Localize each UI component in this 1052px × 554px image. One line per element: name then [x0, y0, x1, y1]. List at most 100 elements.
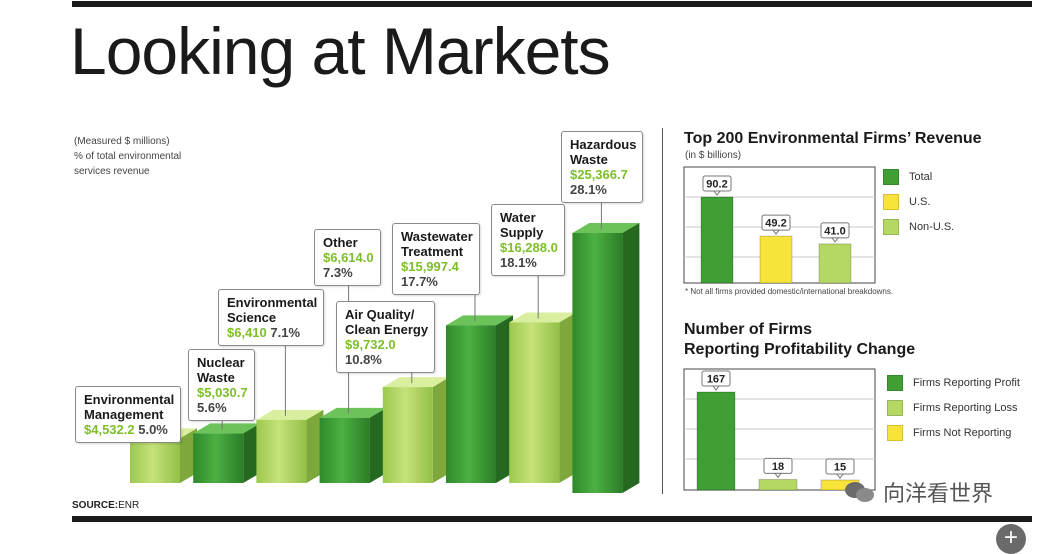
add-button[interactable]: +: [996, 524, 1026, 554]
legend-swatch: [883, 168, 899, 185]
bar: [818, 243, 852, 284]
bar-front: [130, 438, 180, 483]
percent-label: 10.8%: [345, 352, 382, 367]
revenue-footnote: * Not all firms provided domestic/intern…: [685, 287, 894, 296]
market-bar-chart: [130, 203, 640, 493]
bar-front: [446, 325, 496, 483]
value-label: 41.0: [824, 225, 845, 237]
percent-label: 18.1%: [500, 255, 537, 270]
value-label: $25,366.7: [570, 167, 628, 182]
bar: [446, 315, 513, 483]
bar: [319, 407, 387, 483]
legend-label: Firms Reporting Loss: [913, 401, 1018, 414]
bar-top: [319, 407, 387, 418]
firms-bar-chart: 167 18 15: [683, 368, 876, 491]
legend-item-not-reporting: Firms Not Reporting: [887, 420, 1020, 445]
legend-label: Non-U.S.: [909, 220, 955, 233]
bar-front: [572, 233, 623, 493]
category-label: Environmental Science: [227, 295, 318, 325]
value-label-pointer: [712, 385, 720, 391]
value-label-pointer: [713, 190, 721, 196]
value-label: 18: [772, 461, 784, 473]
note-line: services revenue: [74, 166, 150, 177]
bar: [193, 423, 261, 483]
percent-label: 17.7%: [401, 274, 438, 289]
top-rule: [72, 1, 1032, 7]
value-label-pointer: [831, 237, 839, 243]
source-value: ENR: [118, 500, 140, 511]
bar-side: [622, 223, 640, 493]
category-label: Hazardous Waste: [570, 137, 637, 167]
source-line: SOURCE:ENR: [72, 500, 139, 511]
bar: [700, 196, 734, 284]
bar-front: [319, 417, 370, 483]
legend-swatch: [883, 193, 899, 210]
legend-swatch: [887, 374, 903, 391]
value-label: 15: [834, 462, 846, 474]
percent-label: 5.0%: [138, 422, 168, 437]
bar-callout: Nuclear Waste $5,030.7 5.6%: [188, 349, 255, 421]
percent-label: 7.3%: [323, 265, 353, 280]
value-label: $6,410: [227, 325, 267, 340]
bar-callout: Environmental Science $6,410 7.1%: [218, 289, 325, 346]
bar-side: [306, 409, 324, 483]
firms-panel-title: Number of Firms: [684, 321, 813, 338]
legend-label: Firms Reporting Proﬁt: [913, 376, 1020, 389]
percent-label: 7.1%: [270, 325, 301, 340]
value-label: $5,030.7: [197, 385, 248, 400]
value-label-pointer: [772, 229, 780, 235]
category-label: Environmental Management: [84, 392, 175, 422]
legend-swatch: [883, 218, 899, 235]
bar: [382, 377, 450, 483]
watermark-text: 向洋看世界: [883, 481, 994, 506]
bar-side: [432, 377, 450, 483]
bar-front: [382, 387, 433, 483]
bar: [572, 223, 640, 493]
bar-top: [256, 409, 324, 420]
legend-item-non-us: Non-U.S.: [883, 214, 954, 239]
legend-swatch: [887, 399, 903, 416]
value-label: $9,732.0: [345, 337, 396, 352]
bar: [509, 312, 577, 483]
page-title: Looking at Markets: [70, 14, 611, 88]
percent-label: 28.1%: [570, 182, 607, 197]
chat-bubbles-icon: [845, 480, 875, 504]
legend-swatch: [887, 424, 903, 441]
bottom-rule: [72, 516, 1032, 522]
value-label: $4,532.2: [84, 422, 135, 437]
legend-label: U.S.: [909, 195, 931, 208]
note-line: % of total environmental: [74, 151, 182, 162]
bar-top: [193, 423, 261, 434]
category-label: Wastewater Treatment: [401, 229, 473, 259]
bar-top: [509, 312, 577, 323]
bar-callout: Air Quality/ Clean Energy $9,732.0 10.8%: [336, 301, 436, 373]
legend-item-loss: Firms Reporting Loss: [887, 395, 1020, 420]
value-label-pointer: [774, 472, 782, 479]
value-label: 49.2: [765, 218, 786, 230]
revenue-bar-chart: 90.2 49.2 41.0: [683, 166, 876, 284]
bar: [759, 235, 793, 284]
value-label: 167: [707, 374, 725, 386]
category-label: Nuclear Waste: [197, 355, 245, 385]
source-label: SOURCE:: [72, 500, 119, 511]
bar-callout: Wastewater Treatment $15,997.4 17.7%: [392, 223, 480, 295]
value-label: 90.2: [706, 179, 727, 191]
revenue-legend: Total U.S. Non-U.S.: [883, 164, 954, 239]
value-label-pointer: [836, 473, 844, 479]
category-label: Water Supply: [500, 210, 544, 240]
legend-item-total: Total: [883, 164, 954, 189]
bar-side: [559, 312, 577, 483]
legend-label: Total: [909, 170, 933, 183]
bar-front: [509, 322, 560, 483]
bar-top: [446, 315, 513, 326]
legend-item-us: U.S.: [883, 189, 954, 214]
watermark: 向洋看世界: [845, 476, 993, 508]
bar-front: [256, 419, 307, 483]
firms-panel-title-line2: Reporting Profitability Change: [684, 341, 916, 358]
percent-label: 5.6%: [197, 400, 227, 415]
value-label: $16,288.0: [500, 240, 558, 255]
bar-callout: Environmental Management $4,532.2 5.0%: [75, 386, 182, 443]
value-label: $15,997.4: [401, 259, 459, 274]
bar-callout: Hazardous Waste $25,366.7 28.1%: [561, 131, 644, 203]
bar-top: [382, 377, 450, 388]
